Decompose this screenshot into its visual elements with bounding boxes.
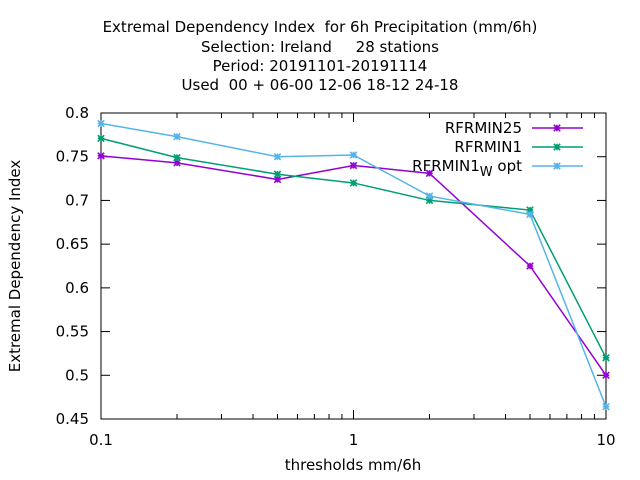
y-axis-label: Extremal Dependency Index [6,160,24,373]
data-point-core [604,356,608,360]
data-point-core [604,373,608,377]
legend-label: RFRMIN1W opt [412,157,522,180]
data-point-core [175,135,179,139]
data-point-core [99,154,103,158]
y-tick-label: 0.8 [65,104,89,122]
plot-axes: 0.45 0.5 0.55 0.6 0.65 0.7 0.75 0.8 0.1 1 10 [56,104,616,449]
data-point-core [351,163,356,168]
data-point-core [427,198,432,203]
chart-title-line-3: Period: 20191101-20191114 [212,57,428,75]
data-point-core [175,155,179,160]
y-tick-label: 0.45 [56,410,89,428]
x-axis-label: thresholds mm/6h [285,456,422,474]
legend-marker-core [555,164,559,168]
y-tick-label: 0.75 [56,148,89,166]
data-point-core [275,172,280,176]
y-tick-label: 0.55 [56,323,89,341]
y-tick-label: 0.7 [65,191,89,209]
data-point-core [99,136,103,140]
y-tick-label: 0.5 [65,366,89,384]
data-point-core [275,177,280,182]
x-tick-label: 0.1 [89,431,113,449]
data-point-core [528,212,532,217]
legend-marker-core [555,126,559,130]
data-point-core [351,153,356,157]
data-point-core [528,208,532,212]
data-point-core [99,121,103,126]
y-tick-label: 0.6 [65,279,89,297]
legend-label: RFRMIN25 [445,119,522,137]
data-point-core [275,155,280,159]
data-point-core [528,264,532,268]
y-tick-label: 0.65 [56,235,89,253]
data-point-core [604,405,608,409]
series-3 [97,119,610,411]
series-2 [97,134,610,362]
chart-title-line-1: Extremal Dependency Index for 6h Precipi… [102,18,538,36]
legend-label: RFRMIN1 [454,138,522,156]
data-point-core [175,161,179,165]
series-1 [97,152,610,380]
chart-title-line-4: Used 00 + 06-00 12-06 18-12 24-18 [181,76,459,94]
legend-marker-core [555,145,559,149]
x-tick-label: 1 [349,431,359,449]
series-layer [97,119,610,411]
series-line [100,137,607,359]
x-tick-label: 10 [596,431,615,449]
data-point-core [351,181,356,185]
data-point-core [427,171,432,175]
chart-title-line-2: Selection: Ireland 28 stations [201,38,439,56]
data-point-core [427,194,432,198]
